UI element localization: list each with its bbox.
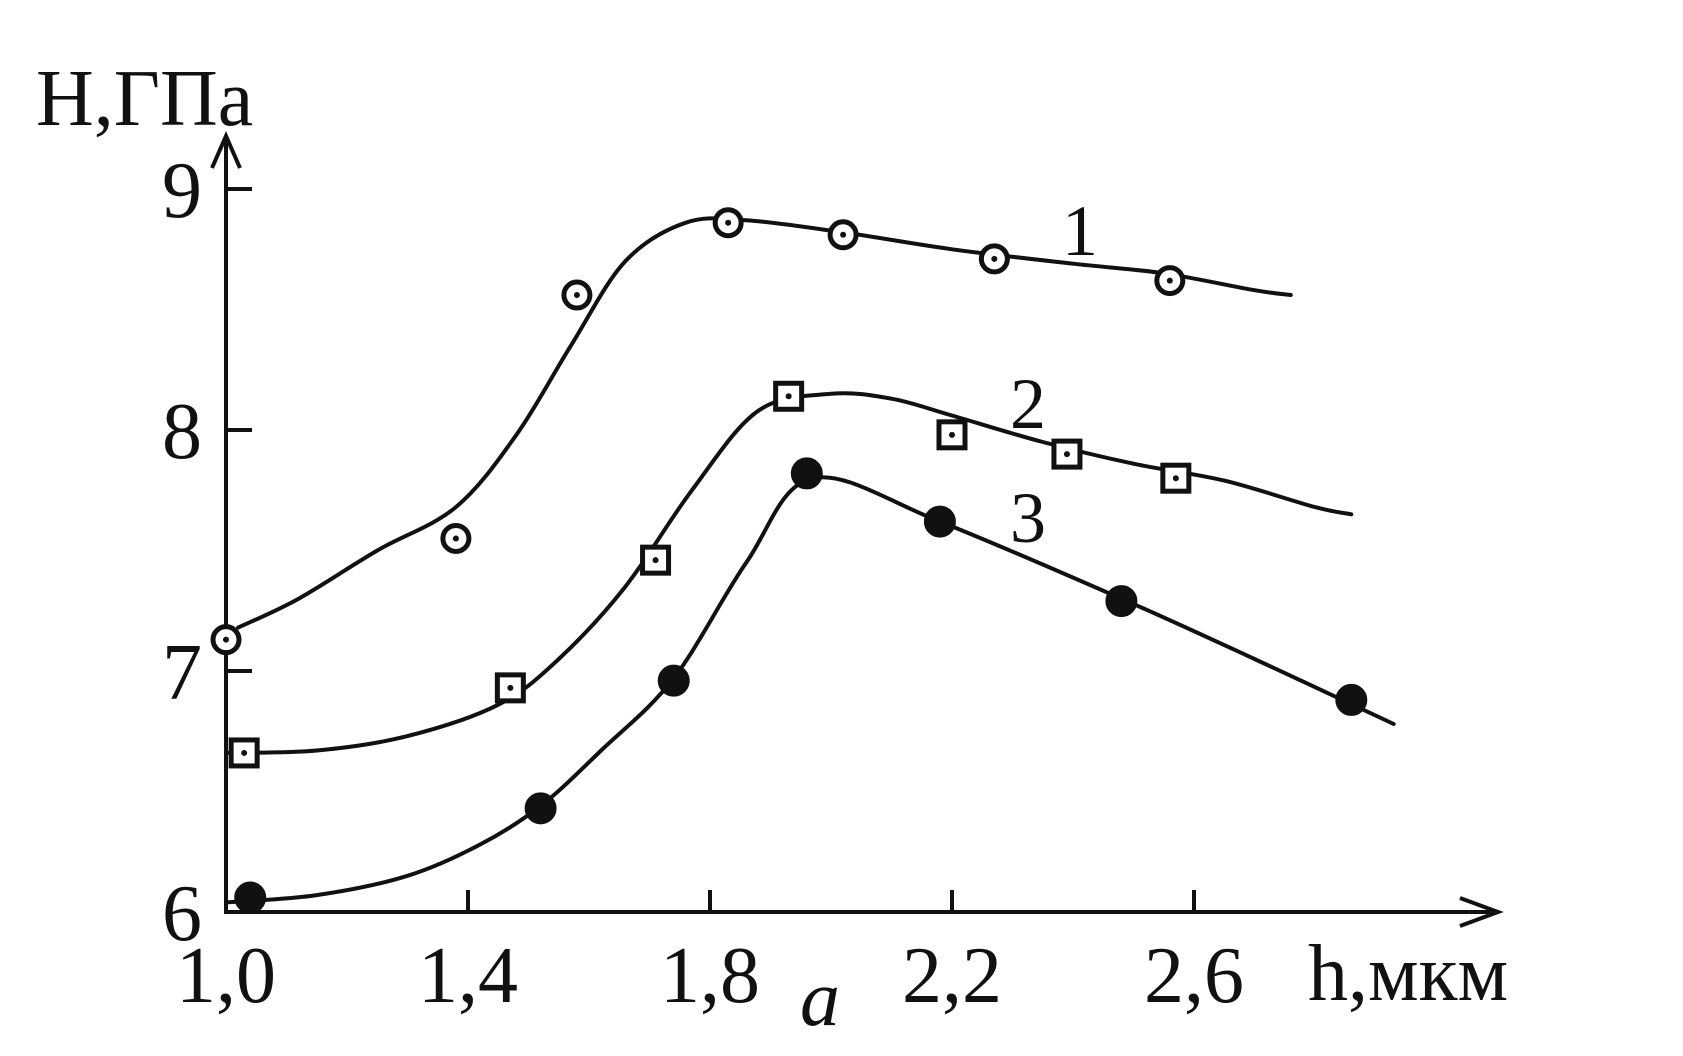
series-curves [224, 216, 1396, 905]
series-2-line [224, 391, 1354, 755]
series-3-point-6 [1105, 585, 1138, 618]
series-2-point-7 [1160, 462, 1192, 494]
series-2-point-6 [1051, 438, 1083, 470]
series-2-point-5 [936, 419, 968, 451]
panel-label: a [800, 955, 840, 1043]
series-1-point-3 [561, 279, 593, 311]
series-2-point-1 [228, 737, 260, 769]
y-tick-label-8: 8 [162, 388, 202, 476]
series-1-point-5 [827, 219, 859, 251]
series-2-point-2 [494, 672, 526, 704]
series-1-point-6 [978, 243, 1010, 275]
series-label-2: 2 [1010, 364, 1046, 444]
series-1-point-2 [440, 522, 472, 554]
series-3-point-7 [1335, 683, 1368, 716]
y-tick-label-6: 6 [162, 870, 202, 958]
series-2-point-3 [640, 544, 672, 576]
x-tick-label-1,0: 1,0 [176, 932, 276, 1020]
x-axis [226, 896, 1504, 928]
series-3-point-2 [524, 792, 557, 825]
y-ticks: 6 7 8 9 [162, 147, 252, 958]
y-axis [210, 131, 242, 912]
x-tick-label-2,6: 2,6 [1144, 932, 1244, 1020]
series-3-point-1 [234, 881, 267, 914]
x-tick-label-1,4: 1,4 [418, 932, 518, 1020]
series-3-point-5 [923, 505, 956, 538]
x-axis-label: h,мкм [1308, 930, 1508, 1018]
x-ticks: 1,0 1,4 1,8 2,2 2,6 [176, 890, 1244, 1020]
y-tick-label-7: 7 [162, 629, 202, 717]
series-1-point-4 [712, 207, 744, 239]
x-tick-label-1,8: 1,8 [660, 932, 760, 1020]
y-axis-arrow [210, 131, 242, 169]
series-markers [210, 207, 1368, 914]
series-1-point-7 [1154, 265, 1186, 297]
series-label-1: 1 [1062, 191, 1098, 271]
y-tick-label-9: 9 [162, 147, 202, 235]
series-3-point-4 [790, 457, 823, 490]
series-2-point-4 [773, 380, 805, 412]
series-3-point-3 [657, 664, 690, 697]
x-tick-label-2,2: 2,2 [902, 932, 1002, 1020]
series-3-line [224, 475, 1396, 905]
y-axis-label: H,ГПа [36, 55, 253, 143]
series-1-point-1 [210, 624, 242, 656]
series-1-line [236, 216, 1293, 630]
x-axis-arrow [1459, 896, 1504, 928]
series-label-3: 3 [1010, 478, 1046, 558]
